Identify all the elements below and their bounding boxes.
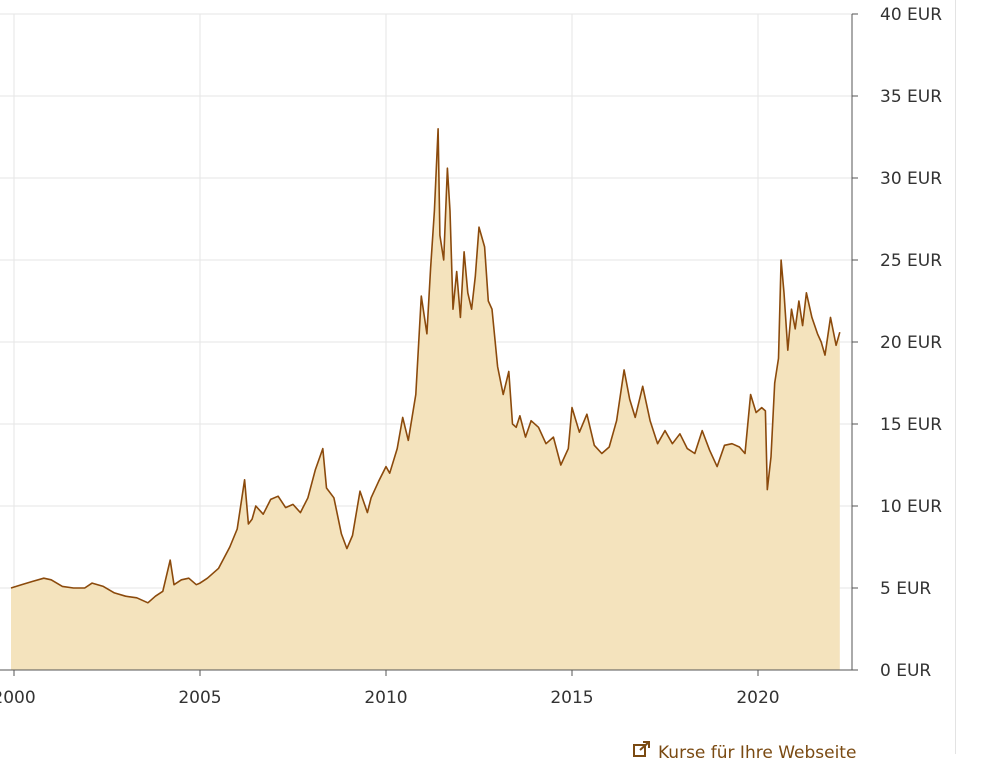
price-area-fill xyxy=(11,128,840,671)
x-tick-label: 2010 xyxy=(364,688,407,708)
y-tick-label: 40 EUR xyxy=(880,5,942,25)
y-tick-label: 35 EUR xyxy=(880,87,942,107)
external-link-icon xyxy=(632,740,652,763)
y-tick-label: 0 EUR xyxy=(880,661,931,681)
y-tick-label: 5 EUR xyxy=(880,579,931,599)
x-tick-label: 2015 xyxy=(550,688,593,708)
y-tick-label: 20 EUR xyxy=(880,333,942,353)
x-tick-label: 2020 xyxy=(736,688,779,708)
website-prices-link-label: Kurse für Ihre Webseite xyxy=(658,743,857,763)
y-tick-label: 30 EUR xyxy=(880,169,942,189)
y-tick-label: 10 EUR xyxy=(880,497,942,517)
price-line xyxy=(10,128,841,604)
y-tick-label: 15 EUR xyxy=(880,415,942,435)
x-tick-label: 2005 xyxy=(178,688,221,708)
y-tick-label: 25 EUR xyxy=(880,251,942,271)
x-tick-label: 2000 xyxy=(0,688,36,708)
website-prices-link[interactable]: Kurse für Ihre Webseite xyxy=(632,740,856,763)
panel-divider xyxy=(955,0,956,754)
